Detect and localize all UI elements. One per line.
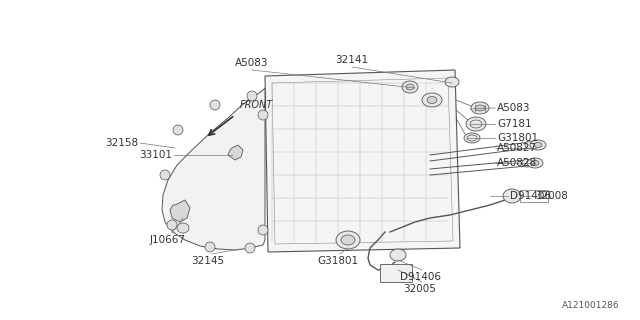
Text: A5083: A5083 [236,58,269,68]
Ellipse shape [167,220,177,230]
Text: FRONT: FRONT [240,100,273,110]
Ellipse shape [466,117,486,131]
Ellipse shape [177,223,189,233]
Text: 32005: 32005 [404,284,436,294]
Text: D91406: D91406 [510,191,551,201]
Ellipse shape [471,102,489,114]
Polygon shape [162,88,265,250]
Ellipse shape [173,125,183,135]
Text: A50827: A50827 [497,143,537,153]
Ellipse shape [406,84,414,90]
Ellipse shape [464,133,480,143]
Ellipse shape [427,97,437,103]
Ellipse shape [247,91,257,101]
Polygon shape [265,70,460,252]
Ellipse shape [534,142,542,148]
Ellipse shape [445,77,459,87]
Ellipse shape [503,189,521,203]
Ellipse shape [390,249,406,261]
Text: 32141: 32141 [335,55,369,65]
Text: 32145: 32145 [191,256,225,266]
Text: G7181: G7181 [497,119,532,129]
Text: A50828: A50828 [497,158,537,168]
Ellipse shape [531,161,539,165]
Text: A121001286: A121001286 [563,301,620,310]
Ellipse shape [258,225,268,235]
Ellipse shape [475,105,485,111]
Ellipse shape [525,141,535,149]
Polygon shape [228,145,243,160]
Ellipse shape [160,170,170,180]
Ellipse shape [422,93,442,107]
Ellipse shape [530,140,546,150]
Ellipse shape [258,110,268,120]
Ellipse shape [527,158,543,168]
Text: 32158: 32158 [105,138,138,148]
Text: G31801: G31801 [317,256,358,266]
Ellipse shape [402,81,418,93]
Ellipse shape [205,242,215,252]
Text: G31801: G31801 [497,133,538,143]
Ellipse shape [336,231,360,249]
Text: J10667: J10667 [150,235,186,245]
Text: A5083: A5083 [497,103,531,113]
Ellipse shape [341,235,355,245]
Bar [380,264,412,282]
Ellipse shape [522,159,532,167]
Text: 33101: 33101 [139,150,172,160]
Text: D91406: D91406 [399,272,440,282]
Ellipse shape [245,243,255,253]
Ellipse shape [210,100,220,110]
Polygon shape [170,200,190,222]
Text: 32008: 32008 [535,191,568,201]
